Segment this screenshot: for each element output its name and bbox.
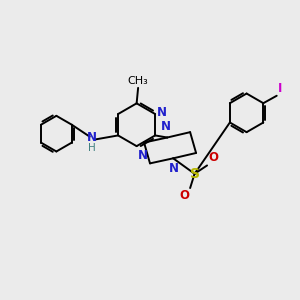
- Text: I: I: [278, 82, 282, 95]
- Text: O: O: [179, 189, 189, 202]
- Text: H: H: [88, 143, 96, 154]
- Text: N: N: [87, 131, 97, 144]
- Text: O: O: [208, 151, 218, 164]
- Text: N: N: [161, 120, 171, 134]
- Text: S: S: [190, 167, 200, 181]
- Text: N: N: [169, 163, 179, 176]
- Text: N: N: [138, 148, 148, 161]
- Text: N: N: [157, 106, 167, 119]
- Text: CH₃: CH₃: [128, 76, 148, 86]
